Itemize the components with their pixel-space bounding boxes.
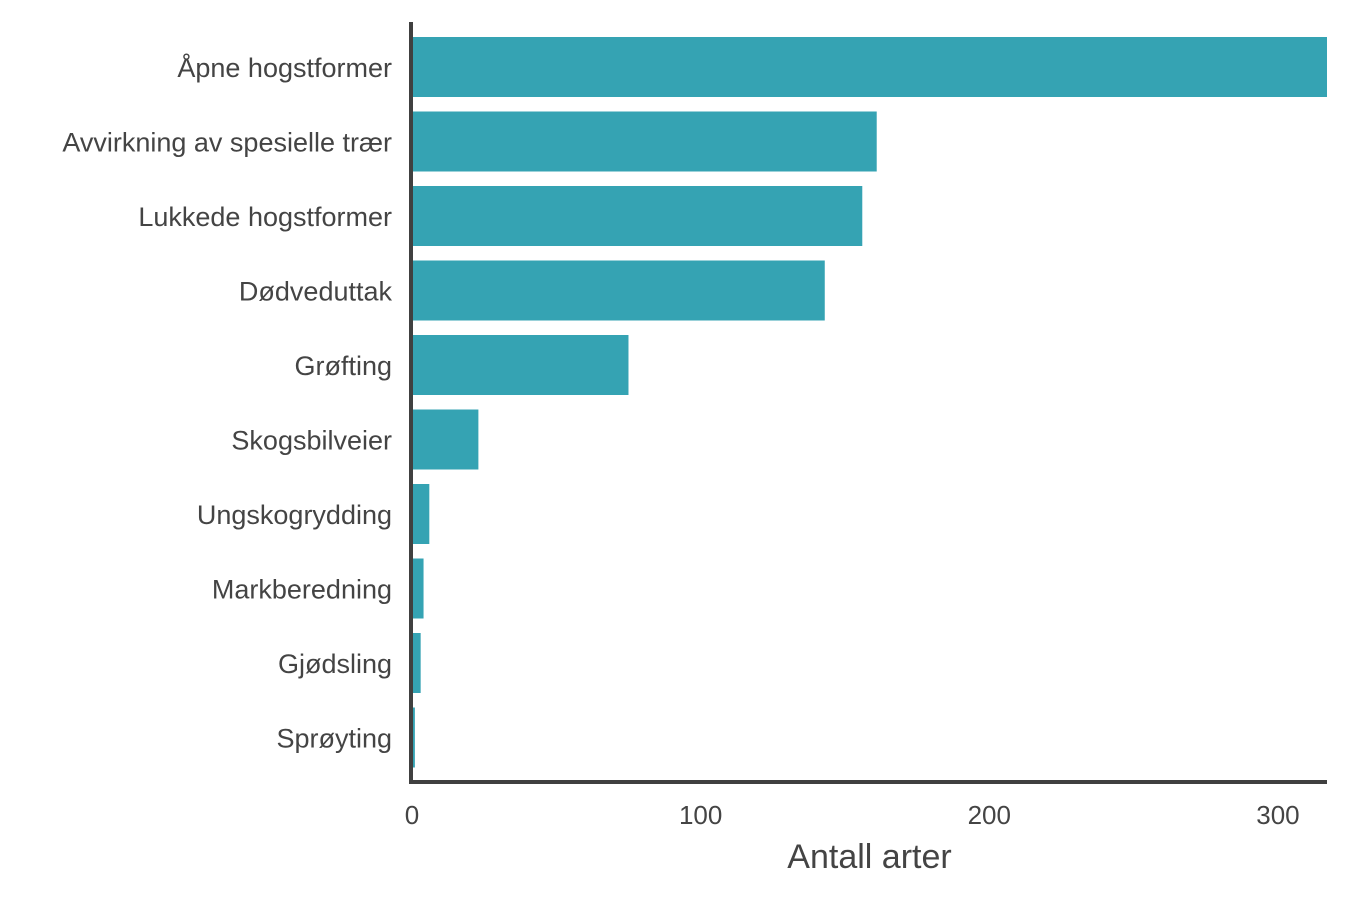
bar-9 [412, 633, 421, 693]
x-tick-label: 0 [405, 800, 419, 830]
bar-4 [412, 260, 825, 321]
x-tick-label: 300 [1256, 800, 1299, 830]
category-label: Gjødsling [278, 649, 392, 679]
category-label: Sprøyting [276, 724, 392, 754]
category-label: Åpne hogstformer [177, 52, 392, 83]
x-tick-label: 200 [968, 800, 1011, 830]
category-label: Avvirkning av spesielle trær [62, 128, 392, 158]
category-labels: Åpne hogstformer Avvirkning av spesielle … [62, 52, 392, 754]
x-axis-title: Antall arter [787, 838, 951, 876]
category-label: Grøfting [294, 351, 392, 381]
bar-5 [412, 335, 629, 395]
x-tick-label: 100 [679, 800, 722, 830]
bar-1 [412, 37, 1327, 97]
x-tick-labels: 0 100 200 300 [405, 800, 1300, 830]
category-label: Ungskogrydding [197, 500, 392, 530]
category-label: Dødveduttak [239, 277, 393, 307]
category-label: Markberedning [212, 575, 392, 605]
bars-group [412, 37, 1327, 768]
bar-10 [412, 707, 415, 768]
category-label: Lukkede hogstformer [138, 202, 392, 232]
bar-8 [412, 558, 424, 619]
bar-7 [412, 484, 430, 544]
bar-6 [412, 409, 479, 470]
bar-3 [412, 186, 863, 246]
category-label: Skogsbilveier [231, 426, 392, 456]
bar-2 [412, 111, 877, 172]
